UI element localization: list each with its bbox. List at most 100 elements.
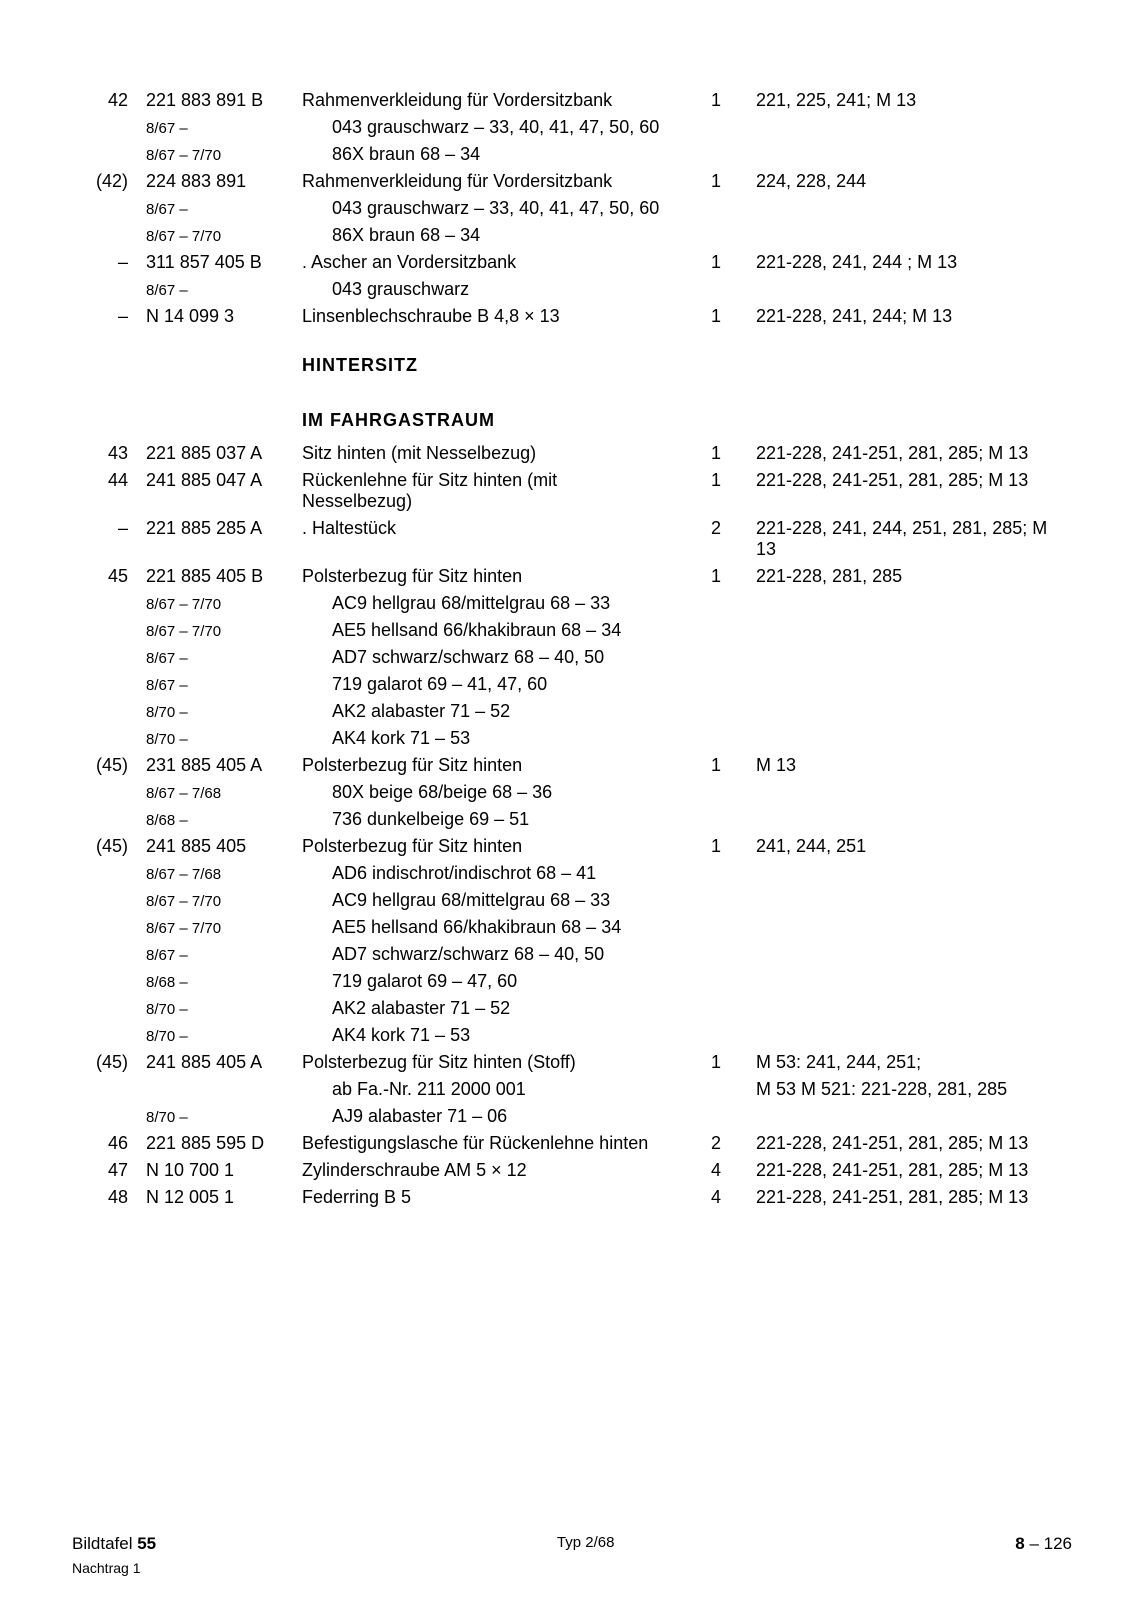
description: Polsterbezug für Sitz hinten — [302, 755, 694, 776]
part-number: 8/67 – — [146, 120, 302, 137]
table-row: 8/70 –AK4 kork 71 – 53 — [72, 1025, 1072, 1046]
model-codes: 221-228, 241-251, 281, 285; M 13 — [738, 1187, 1072, 1208]
footer-mid: Typ 2/68 — [557, 1534, 615, 1554]
page: 42221 883 891 BRahmenverkleidung für Vor… — [0, 0, 1132, 1600]
section-row: IM FAHRGASTRAUM — [72, 388, 1072, 437]
table-row: 43221 885 037 ASitz hinten (mit Nesselbe… — [72, 443, 1072, 464]
table-row: 8/70 –AJ9 alabaster 71 – 06 — [72, 1106, 1072, 1127]
model-codes: 221, 225, 241; M 13 — [738, 90, 1072, 111]
table-row: 8/67 –043 grauschwarz – 33, 40, 41, 47, … — [72, 198, 1072, 219]
description: AE5 hellsand 66/khakibraun 68 – 34 — [302, 620, 694, 641]
description: 043 grauschwarz – 33, 40, 41, 47, 50, 60 — [302, 198, 694, 219]
model-codes: 221-228, 241, 244; M 13 — [738, 306, 1072, 327]
table-row: 48N 12 005 1Federring B 54221-228, 241-2… — [72, 1187, 1072, 1208]
description: AD7 schwarz/schwarz 68 – 40, 50 — [302, 944, 694, 965]
part-number: 221 885 405 B — [146, 566, 302, 587]
table-row: (42)224 883 891Rahmenverkleidung für Vor… — [72, 171, 1072, 192]
description: AJ9 alabaster 71 – 06 — [302, 1106, 694, 1127]
part-number: N 10 700 1 — [146, 1160, 302, 1181]
table-row: –311 857 405 B. Ascher an Vordersitzbank… — [72, 252, 1072, 273]
quantity: 1 — [694, 171, 738, 192]
quantity: 1 — [694, 252, 738, 273]
model-codes: 221-228, 241-251, 281, 285; M 13 — [738, 470, 1072, 491]
quantity: 1 — [694, 470, 738, 491]
table-row: 8/67 –043 grauschwarz – 33, 40, 41, 47, … — [72, 117, 1072, 138]
description: 719 galarot 69 – 47, 60 — [302, 971, 694, 992]
description: Rückenlehne für Sitz hinten (mit Nesselb… — [302, 470, 694, 512]
quantity: 4 — [694, 1187, 738, 1208]
table-row: (45)241 885 405Polsterbezug für Sitz hin… — [72, 836, 1072, 857]
part-number: N 12 005 1 — [146, 1187, 302, 1208]
part-number: 221 885 037 A — [146, 443, 302, 464]
quantity: 1 — [694, 306, 738, 327]
description: Sitz hinten (mit Nesselbezug) — [302, 443, 694, 464]
parts-table: 42221 883 891 BRahmenverkleidung für Vor… — [72, 90, 1072, 1208]
quantity: 4 — [694, 1160, 738, 1181]
description: ab Fa.-Nr. 211 2000 001 — [302, 1079, 694, 1100]
table-row: 8/67 – 7/70AE5 hellsand 66/khakibraun 68… — [72, 620, 1072, 641]
model-codes: 241, 244, 251 — [738, 836, 1072, 857]
position-number: 46 — [72, 1133, 146, 1154]
description: AC9 hellgrau 68/mittelgrau 68 – 33 — [302, 890, 694, 911]
part-number: 8/70 – — [146, 731, 302, 748]
model-codes: 221-228, 241, 244 ; M 13 — [738, 252, 1072, 273]
quantity: 1 — [694, 836, 738, 857]
model-codes: M 13 — [738, 755, 1072, 776]
nachtrag-label: Nachtrag 1 — [72, 1560, 140, 1576]
position-number: – — [72, 518, 146, 539]
description: AD7 schwarz/schwarz 68 – 40, 50 — [302, 647, 694, 668]
quantity: 1 — [694, 90, 738, 111]
table-row: 8/70 –AK4 kork 71 – 53 — [72, 728, 1072, 749]
table-row: 8/67 – 7/7086X braun 68 – 34 — [72, 225, 1072, 246]
part-number: 8/67 – — [146, 650, 302, 667]
table-row: 8/67 – 7/7086X braun 68 – 34 — [72, 144, 1072, 165]
model-codes: M 53: 241, 244, 251; — [738, 1052, 1072, 1073]
position-number: 44 — [72, 470, 146, 491]
part-number: 8/67 – 7/70 — [146, 228, 302, 245]
part-number: 221 883 891 B — [146, 90, 302, 111]
description: 043 grauschwarz – 33, 40, 41, 47, 50, 60 — [302, 117, 694, 138]
quantity: 1 — [694, 755, 738, 776]
part-number: 8/67 – 7/70 — [146, 920, 302, 937]
position-number: – — [72, 252, 146, 273]
part-number: 8/67 – 7/68 — [146, 866, 302, 883]
position-number: 45 — [72, 566, 146, 587]
table-row: 44241 885 047 ARückenlehne für Sitz hint… — [72, 470, 1072, 512]
table-row: 46221 885 595 DBefestigungslasche für Rü… — [72, 1133, 1072, 1154]
part-number: 311 857 405 B — [146, 252, 302, 273]
section-row: HINTERSITZ — [72, 333, 1072, 382]
description: Polsterbezug für Sitz hinten — [302, 566, 694, 587]
table-row: –N 14 099 3Linsenblechschraube B 4,8 × 1… — [72, 306, 1072, 327]
part-number: 8/67 – — [146, 677, 302, 694]
part-number: 8/67 – — [146, 947, 302, 964]
part-number: 8/67 – 7/70 — [146, 596, 302, 613]
description: AK4 kork 71 – 53 — [302, 1025, 694, 1046]
quantity: 2 — [694, 518, 738, 539]
description: . Haltestück — [302, 518, 694, 539]
table-row: 8/67 –AD7 schwarz/schwarz 68 – 40, 50 — [72, 647, 1072, 668]
footer-right: 8 – 126 — [1015, 1534, 1072, 1554]
description: AC9 hellgrau 68/mittelgrau 68 – 33 — [302, 593, 694, 614]
page-number-rest: – 126 — [1025, 1534, 1072, 1553]
part-number: 8/67 – 7/68 — [146, 785, 302, 802]
table-row: 45221 885 405 BPolsterbezug für Sitz hin… — [72, 566, 1072, 587]
table-row: 47N 10 700 1Zylinderschraube AM 5 × 1242… — [72, 1160, 1072, 1181]
position-number: (42) — [72, 171, 146, 192]
table-row: –221 885 285 A. Haltestück2221-228, 241,… — [72, 518, 1072, 560]
position-number: 43 — [72, 443, 146, 464]
part-number: 8/67 – 7/70 — [146, 893, 302, 910]
description: AD6 indischrot/indischrot 68 – 41 — [302, 863, 694, 884]
part-number: 8/67 – 7/70 — [146, 623, 302, 640]
description: 043 grauschwarz — [302, 279, 694, 300]
part-number: 8/67 – — [146, 282, 302, 299]
part-number: 241 885 405 A — [146, 1052, 302, 1073]
position-number: (45) — [72, 755, 146, 776]
position-number: 48 — [72, 1187, 146, 1208]
quantity: 1 — [694, 566, 738, 587]
description: Befestigungslasche für Rückenlehne hinte… — [302, 1133, 694, 1154]
position-number: 47 — [72, 1160, 146, 1181]
description: AK2 alabaster 71 – 52 — [302, 998, 694, 1019]
model-codes: 221-228, 241, 244, 251, 281, 285; M 13 — [738, 518, 1072, 560]
quantity: 2 — [694, 1133, 738, 1154]
table-row: 8/67 – 7/70AC9 hellgrau 68/mittelgrau 68… — [72, 890, 1072, 911]
